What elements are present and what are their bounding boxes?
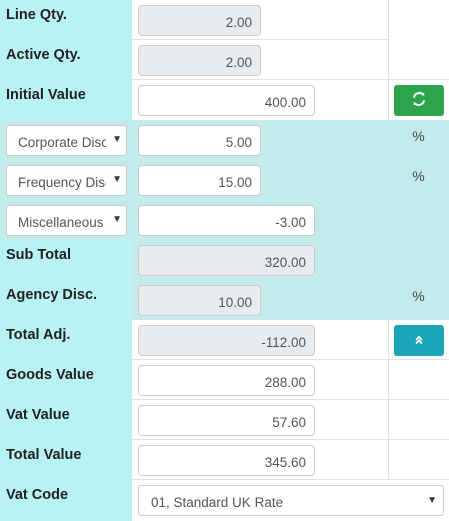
initial-value-label: Initial Value xyxy=(0,80,132,120)
total-value-input[interactable]: 345.60 xyxy=(138,445,315,476)
row-line-qty: Line Qty. 2.00 xyxy=(0,0,449,40)
vat-code-label: Vat Code xyxy=(0,480,132,521)
vat-code-select[interactable]: 01, Standard UK Rate ▼ xyxy=(138,485,444,516)
row-goods-value: Goods Value 288.00 xyxy=(0,360,449,400)
goods-value-label: Goods Value xyxy=(0,360,132,400)
frequency-discount-input[interactable]: 15.00 xyxy=(138,165,261,196)
row-corporate-discount: Corporate Discount ▼ 5.00 % xyxy=(0,120,449,160)
caret-down-icon: ▼ xyxy=(427,495,437,506)
row-vat-code: Vat Code 01, Standard UK Rate ▼ xyxy=(0,480,449,521)
active-qty-input: 2.00 xyxy=(138,45,261,76)
caret-down-icon: ▼ xyxy=(112,134,122,145)
row-vat-value: Vat Value 57.60 xyxy=(0,400,449,440)
corporate-discount-select[interactable]: Corporate Discount ▼ xyxy=(6,125,127,156)
caret-down-icon: ▼ xyxy=(112,174,122,185)
double-chevron-up-icon xyxy=(414,333,424,348)
agency-disc-input: 10.00 xyxy=(138,285,261,316)
vat-value-label: Vat Value xyxy=(0,400,132,440)
row-sub-total: Sub Total 320.00 xyxy=(0,240,449,280)
total-adj-input: -112.00 xyxy=(138,325,315,356)
line-qty-input: 2.00 xyxy=(138,5,261,36)
refresh-button[interactable] xyxy=(394,85,444,116)
percent-sign: % xyxy=(412,168,425,184)
sub-total-label: Sub Total xyxy=(0,240,132,280)
initial-value-input[interactable]: 400.00 xyxy=(138,85,315,116)
caret-down-icon: ▼ xyxy=(112,214,122,225)
percent-sign: % xyxy=(412,128,425,144)
row-active-qty: Active Qty. 2.00 xyxy=(0,40,449,80)
active-qty-label: Active Qty. xyxy=(0,40,132,80)
row-agency-discount: Agency Disc. 10.00 % xyxy=(0,280,449,320)
percent-sign: % xyxy=(412,288,425,304)
line-qty-label: Line Qty. xyxy=(0,0,132,40)
collapse-button[interactable] xyxy=(394,325,444,356)
corporate-discount-input[interactable]: 5.00 xyxy=(138,125,261,156)
total-adj-label: Total Adj. xyxy=(0,320,132,360)
row-total-adj: Total Adj. -112.00 xyxy=(0,320,449,360)
column-divider xyxy=(388,320,389,480)
frequency-discount-select[interactable]: Frequency Discount ▼ xyxy=(6,165,127,196)
row-miscellaneous: Miscellaneous ▼ -3.00 xyxy=(0,200,449,240)
miscellaneous-input[interactable]: -3.00 xyxy=(138,205,315,236)
sub-total-input: 320.00 xyxy=(138,245,315,276)
miscellaneous-select[interactable]: Miscellaneous ▼ xyxy=(6,205,127,236)
column-divider xyxy=(388,0,389,120)
goods-value-input[interactable]: 288.00 xyxy=(138,365,315,396)
row-frequency-discount: Frequency Discount ▼ 15.00 % xyxy=(0,160,449,200)
row-total-value: Total Value 345.60 xyxy=(0,440,449,480)
agency-disc-label: Agency Disc. xyxy=(0,280,132,320)
vat-value-input[interactable]: 57.60 xyxy=(138,405,315,436)
row-initial-value: Initial Value 400.00 xyxy=(0,80,449,120)
total-value-label: Total Value xyxy=(0,440,132,480)
refresh-icon xyxy=(412,92,426,109)
